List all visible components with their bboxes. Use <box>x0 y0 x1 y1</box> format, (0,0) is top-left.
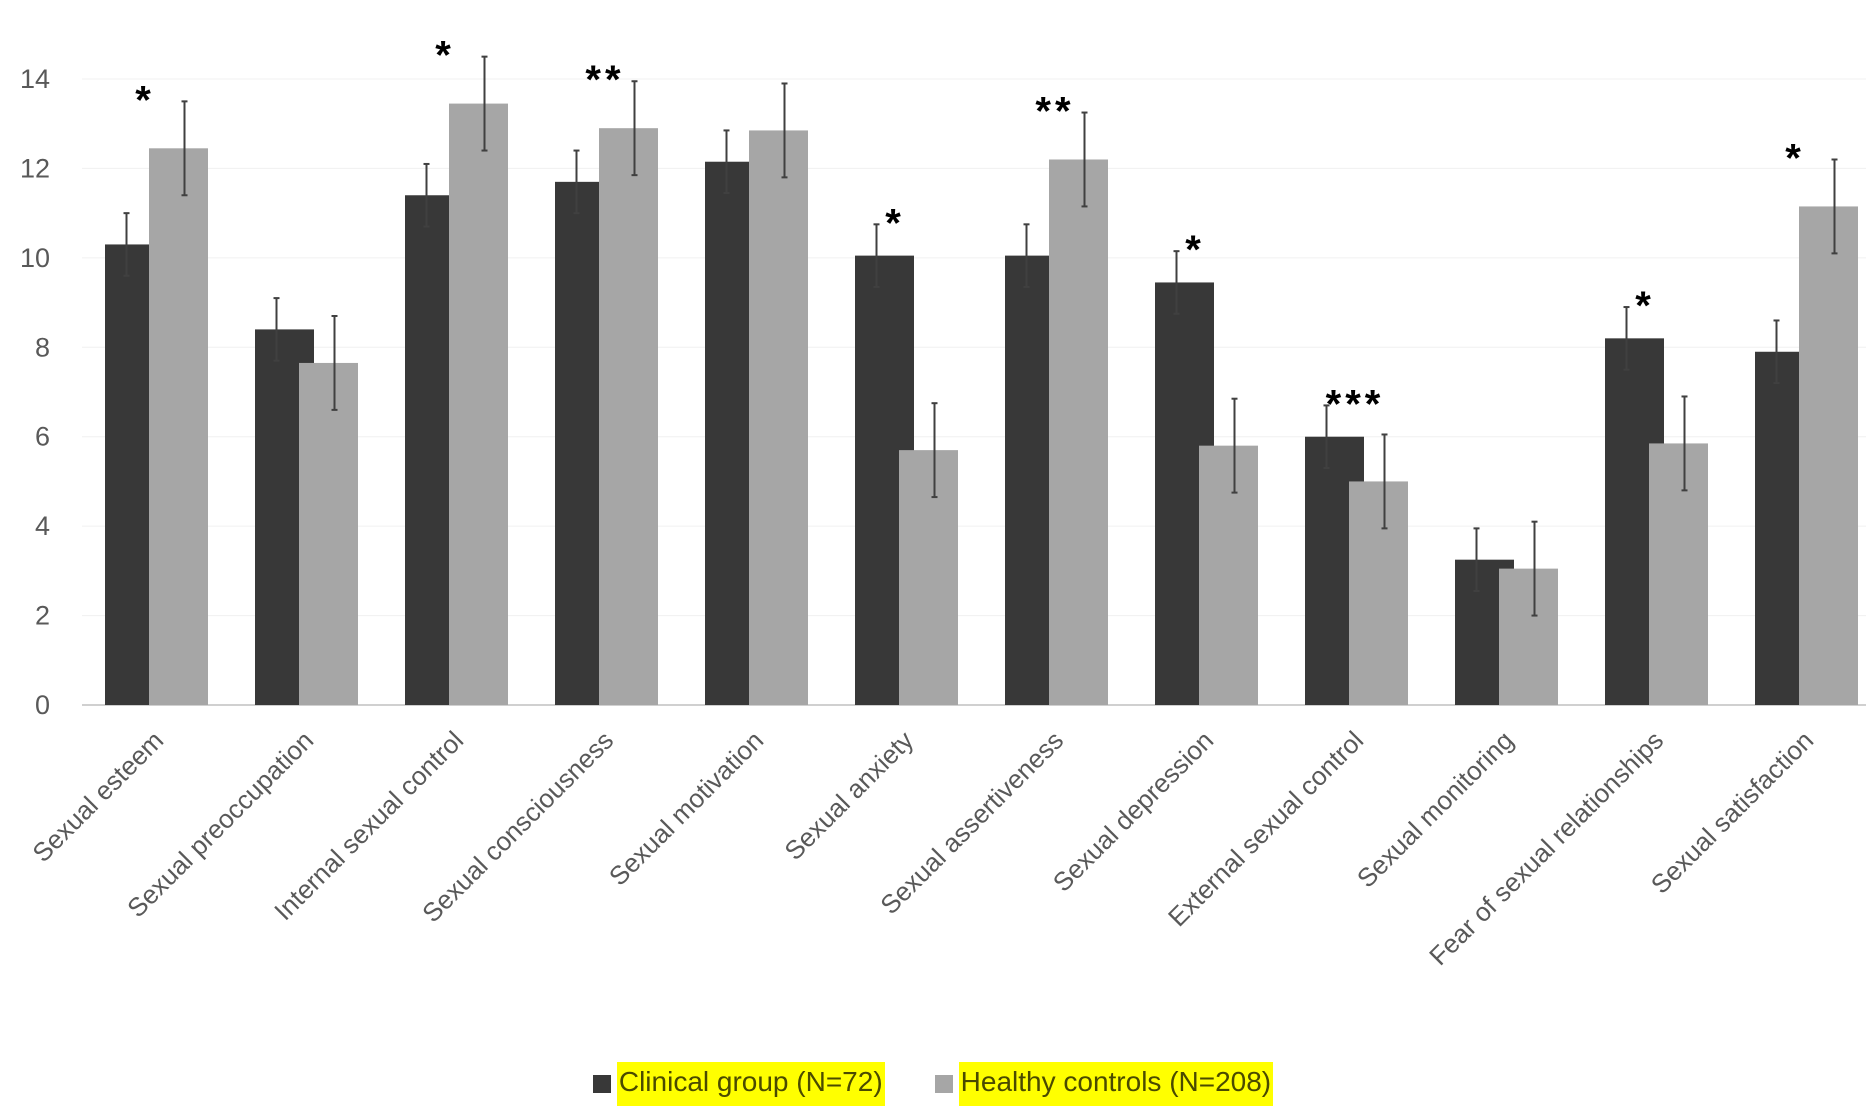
bar-healthy <box>299 362 358 705</box>
bar-healthy <box>1799 206 1858 705</box>
y-tick-label: 0 <box>35 690 50 720</box>
bar-healthy <box>1499 568 1558 705</box>
y-tick-label: 10 <box>20 243 50 273</box>
x-tick-label: Sexual esteem <box>26 725 169 868</box>
bar-healthy <box>449 103 508 706</box>
bar-healthy <box>1649 443 1708 705</box>
significance-marker: * <box>435 34 455 78</box>
x-tick-label: Sexual motivation <box>603 725 769 891</box>
significance-marker: * <box>1185 228 1205 272</box>
bar-healthy <box>899 450 958 705</box>
legend-swatch-healthy <box>934 1075 953 1093</box>
y-tick-label: 4 <box>35 511 50 541</box>
y-tick-label: 8 <box>35 332 50 362</box>
significance-marker: *** <box>1326 382 1385 426</box>
legend-swatch-clinical <box>592 1075 611 1093</box>
significance-marker: * <box>1785 136 1805 180</box>
bar-healthy <box>149 148 208 706</box>
legend-label-healthy: Healthy controls (N=208) <box>958 1062 1274 1106</box>
legend-item-clinical: Clinical group (N=72) <box>592 1062 885 1106</box>
significance-marker: * <box>885 201 905 245</box>
y-tick-label: 2 <box>35 601 50 631</box>
y-tick-label: 12 <box>20 153 50 183</box>
x-tick-label: Sexual anxiety <box>778 725 919 866</box>
y-tick-label: 6 <box>35 422 50 452</box>
y-tick-label: 14 <box>20 64 50 94</box>
legend-label-clinical: Clinical group (N=72) <box>616 1062 885 1106</box>
x-tick-label: Sexual satisfaction <box>1645 725 1820 900</box>
significance-marker: ** <box>1035 90 1074 134</box>
bar-healthy <box>1199 445 1258 705</box>
significance-marker: ** <box>585 58 624 102</box>
bar-healthy <box>1349 481 1408 705</box>
bar-healthy <box>1049 159 1108 705</box>
bar-healthy <box>749 130 808 705</box>
significance-marker: * <box>135 78 155 122</box>
significance-marker: * <box>1635 284 1655 328</box>
legend: Clinical group (N=72) Healthy controls (… <box>0 1062 1866 1106</box>
x-tick-label: Sexual depression <box>1047 725 1219 897</box>
bar-healthy <box>599 128 658 705</box>
x-tick-label: Sexual monitoring <box>1351 725 1519 893</box>
legend-item-healthy: Healthy controls (N=208) <box>934 1062 1274 1106</box>
